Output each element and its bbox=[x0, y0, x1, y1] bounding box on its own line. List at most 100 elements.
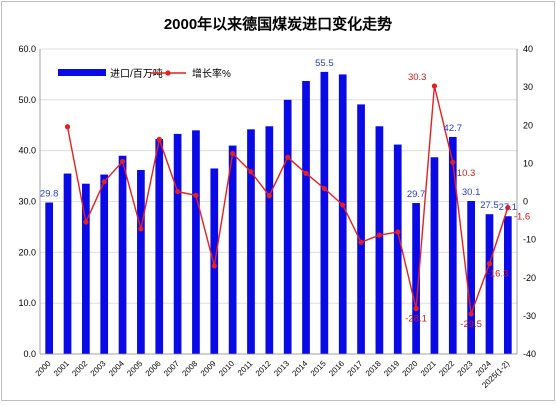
x-tick-label: 2009 bbox=[199, 359, 218, 378]
bar bbox=[467, 200, 475, 354]
y-left-tick-label: 20.0 bbox=[18, 247, 36, 257]
bar bbox=[228, 145, 237, 354]
growth-point bbox=[303, 170, 309, 176]
x-tick-label: 2023 bbox=[456, 359, 475, 378]
x-tick-label: 2015 bbox=[309, 359, 328, 378]
growth-point bbox=[395, 229, 401, 235]
growth-point bbox=[486, 261, 493, 267]
line-layer bbox=[64, 83, 511, 317]
growth-point bbox=[468, 311, 474, 317]
bars-layer bbox=[45, 71, 512, 355]
bar bbox=[430, 157, 439, 354]
bar bbox=[302, 81, 310, 355]
chart-title: 2000年以来德国煤炭进口变化走势 bbox=[164, 15, 392, 33]
bar-data-label: 55.5 bbox=[315, 58, 334, 69]
growth-point bbox=[285, 154, 291, 160]
bar bbox=[283, 99, 292, 354]
bar bbox=[393, 144, 402, 354]
bar bbox=[45, 202, 54, 354]
y-right-tick-label: 40 bbox=[523, 44, 533, 54]
growth-point bbox=[431, 83, 438, 89]
growth-point bbox=[376, 232, 383, 238]
line-data-label: 10.3 bbox=[457, 168, 476, 179]
bar bbox=[155, 138, 164, 354]
x-tick-label: 2008 bbox=[180, 359, 199, 378]
bar bbox=[137, 169, 145, 354]
line-data-label: -29.5 bbox=[460, 319, 482, 330]
growth-point bbox=[230, 150, 236, 157]
growth-point bbox=[248, 169, 254, 175]
bar bbox=[320, 71, 329, 354]
y-left-tick-label: 60.0 bbox=[18, 44, 36, 54]
growth-point bbox=[321, 185, 327, 192]
bar bbox=[357, 104, 365, 355]
bar bbox=[412, 203, 420, 354]
chart-svg: 2000年以来德国煤炭进口变化走势 0.0 10.0 20.0 30.0 40.0 50.… bbox=[18, 15, 536, 390]
x-tick-label: 2021 bbox=[419, 359, 438, 378]
grid-layer bbox=[40, 48, 517, 355]
labels-layer: 29.8 55.5 29.7 42.7 30.1 27.5 27.1 -28.1 30.3 10.… bbox=[40, 58, 530, 330]
bar bbox=[375, 126, 384, 355]
x-tick-label: 2010 bbox=[217, 359, 236, 378]
bar bbox=[118, 155, 127, 354]
x-tick-label: 2014 bbox=[290, 359, 309, 378]
y-right-tick-label: -20 bbox=[523, 273, 536, 283]
growth-point bbox=[505, 205, 511, 211]
x-tick-label: 2004 bbox=[107, 359, 126, 378]
bar bbox=[210, 168, 219, 354]
growth-point bbox=[450, 159, 456, 165]
y-right-tick-label: -40 bbox=[523, 349, 536, 359]
x-tick-label: 2005 bbox=[125, 359, 144, 378]
x-tick-label: 2022 bbox=[437, 359, 456, 378]
bar-data-label: 29.8 bbox=[40, 189, 59, 200]
growth-point bbox=[193, 192, 199, 198]
growth-point bbox=[413, 306, 419, 312]
y-right-tick-label: 30 bbox=[523, 82, 533, 92]
growth-point bbox=[64, 124, 71, 130]
growth-point bbox=[101, 179, 107, 185]
y-right-tick-label: 10 bbox=[523, 158, 533, 168]
y-right-tick-label: -30 bbox=[523, 311, 536, 321]
y-left-tick-label: 40.0 bbox=[18, 146, 36, 156]
growth-point bbox=[138, 226, 144, 232]
x-tick-label: 2001 bbox=[52, 359, 71, 378]
growth-point bbox=[358, 239, 364, 245]
x-tick-label: 2020 bbox=[401, 359, 420, 378]
bar bbox=[338, 74, 347, 355]
x-tick-label: 2000 bbox=[34, 359, 53, 378]
growth-point bbox=[119, 158, 126, 165]
growth-point bbox=[83, 219, 89, 225]
growth-point bbox=[340, 202, 346, 208]
y-left-tick-label: 50.0 bbox=[18, 95, 36, 105]
x-tick-label: 2017 bbox=[346, 359, 365, 378]
growth-point bbox=[266, 193, 272, 199]
legend-swatch-bars bbox=[58, 69, 106, 76]
line-data-label: -16.3 bbox=[487, 269, 509, 280]
bar-data-label: 27.5 bbox=[480, 200, 499, 211]
x-tick-label: 2016 bbox=[327, 359, 346, 378]
bar bbox=[503, 216, 512, 354]
bar-data-label: 27.1 bbox=[499, 202, 518, 213]
line-data-label: -1.6 bbox=[514, 212, 530, 223]
bar bbox=[448, 136, 457, 354]
line-data-label: 30.3 bbox=[408, 72, 427, 83]
x-tick-label: 2013 bbox=[272, 359, 291, 378]
legend-label-bars: 进口/百万吨 bbox=[110, 67, 163, 80]
bar bbox=[82, 183, 90, 354]
x-tick-label: 2003 bbox=[89, 359, 108, 378]
legend-label-line: 增长率% bbox=[192, 67, 231, 80]
y-left-tick-label: 10.0 bbox=[18, 298, 36, 308]
axes-layer: 0.0 10.0 20.0 30.0 40.0 50.0 60.0 -40 -30 -20 -10 0… bbox=[18, 44, 536, 390]
legend-swatch-marker bbox=[165, 70, 171, 76]
bar-data-label: 29.7 bbox=[407, 189, 426, 200]
bar bbox=[485, 214, 494, 354]
y-left-tick-label: 0.0 bbox=[23, 349, 36, 359]
bar bbox=[173, 133, 182, 354]
x-tick-label: 2012 bbox=[254, 359, 273, 378]
x-tick-label: 2011 bbox=[236, 359, 255, 378]
x-tick-label: 2018 bbox=[364, 359, 383, 378]
x-tick-label: 2007 bbox=[162, 359, 181, 378]
x-tick-label: 2006 bbox=[144, 359, 163, 378]
bar bbox=[100, 174, 109, 354]
growth-point bbox=[211, 263, 217, 269]
